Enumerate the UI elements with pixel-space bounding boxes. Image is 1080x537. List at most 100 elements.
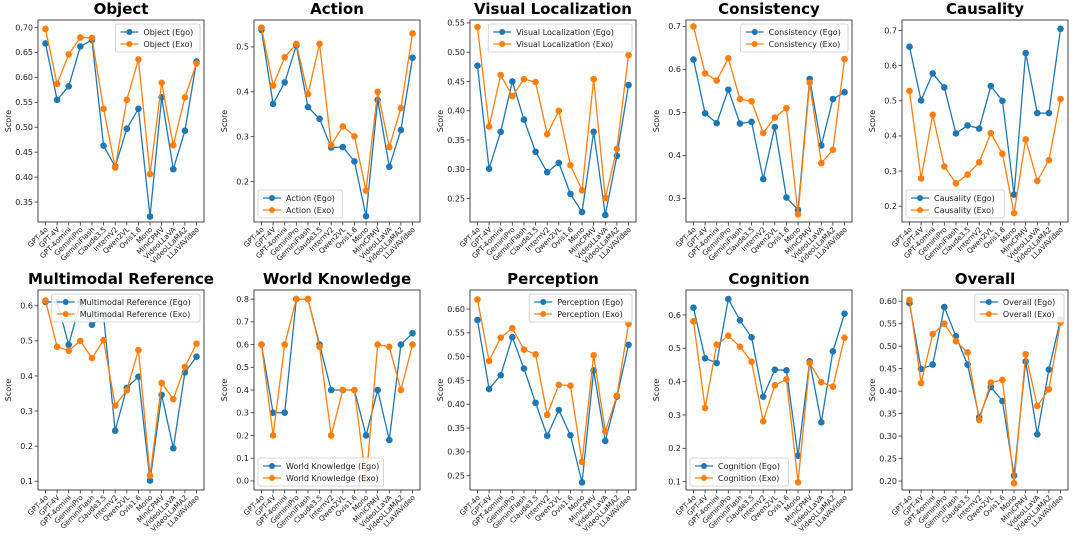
data-point-ego <box>65 83 73 90</box>
data-point-ego <box>690 304 697 311</box>
data-point-exo <box>736 95 744 103</box>
data-point-exo <box>327 432 335 439</box>
y-tick-label: 0.45 <box>879 364 897 373</box>
data-point-exo <box>999 150 1006 158</box>
y-tick-label: 0.5 <box>236 363 249 372</box>
subplot-title: Perception <box>507 270 599 288</box>
axes-frame <box>37 19 205 223</box>
axes-frame <box>469 19 637 223</box>
data-point-ego <box>397 341 405 348</box>
data-point-ego <box>701 109 709 117</box>
subplot-consistency: ConsistencyScore0.30.40.50.60.7GPT-4oGPT… <box>652 0 853 266</box>
series-line-ego <box>692 59 845 212</box>
legend-label: Causality (Exo) <box>934 206 994 215</box>
series-line-ego <box>260 29 414 217</box>
series-line-exo <box>908 90 1062 214</box>
data-point-exo <box>532 78 539 86</box>
data-point-exo <box>497 334 505 341</box>
y-tick-label: 0.25 <box>879 454 897 463</box>
data-point-exo <box>258 341 265 348</box>
data-point-exo <box>362 187 370 194</box>
legend-box <box>257 189 343 219</box>
y-tick-label: 0.3 <box>668 194 681 203</box>
legend-label: Action (Ego) <box>286 194 335 203</box>
data-point-ego <box>941 303 948 311</box>
data-point-exo <box>817 159 825 167</box>
data-point-ego <box>975 125 983 132</box>
data-point-exo <box>474 23 481 31</box>
subplot-title: Multimodal Reference <box>28 270 214 288</box>
data-point-exo <box>339 386 347 394</box>
data-point-exo <box>65 51 73 58</box>
data-point-exo <box>123 387 131 394</box>
data-point-ego <box>1045 109 1053 117</box>
data-point-exo <box>1010 479 1018 487</box>
data-point-exo <box>543 130 551 138</box>
data-point-ego <box>736 317 744 324</box>
legend-box <box>257 457 384 487</box>
data-point-ego <box>543 432 551 440</box>
data-point-exo <box>613 145 621 153</box>
data-point-ego <box>578 479 586 486</box>
data-point-exo <box>304 295 312 303</box>
y-tick-label: 0.5 <box>668 344 681 353</box>
y-tick-label: 0.6 <box>20 302 33 311</box>
series-line-ego <box>908 302 1062 476</box>
subplot-title: Cognition <box>728 270 809 288</box>
y-tick-label: 0.4 <box>884 132 897 141</box>
data-point-exo <box>351 132 358 140</box>
y-tick-label: 0.5 <box>668 108 681 117</box>
axes-frame <box>685 289 853 491</box>
legend: Overall (Ego) Overall (Exo) <box>974 293 1065 323</box>
data-point-exo <box>941 163 948 170</box>
data-point-ego <box>520 116 528 123</box>
legend-label: Object (Exo) <box>143 40 192 49</box>
y-tick-label: 0.4 <box>668 377 681 386</box>
data-point-exo <box>146 472 154 479</box>
legend-marker-ego <box>62 299 69 305</box>
data-point-exo <box>590 75 597 83</box>
legend-label: Consistency (Exo) <box>769 40 841 49</box>
data-point-exo <box>1022 350 1029 358</box>
legend-marker-exo <box>751 41 758 47</box>
legend-marker-exo <box>499 41 506 47</box>
data-point-ego <box>929 361 937 368</box>
data-point-exo <box>613 392 621 400</box>
data-point-ego <box>601 211 609 219</box>
data-point-ego <box>532 399 539 407</box>
data-point-ego <box>748 118 755 126</box>
y-tick-label: 0.4 <box>20 372 33 381</box>
y-tick-label: 0.3 <box>236 133 249 142</box>
y-tick-label: 0.50 <box>447 352 465 361</box>
axes-frame <box>253 19 421 223</box>
legend: Multimodal Reference (Ego) Multimodal Ref… <box>51 293 201 323</box>
data-point-ego <box>841 310 848 317</box>
y-tick-label: 0.30 <box>447 165 465 174</box>
y-tick-label: 0.2 <box>236 431 249 440</box>
data-point-exo <box>316 40 323 48</box>
data-point-exo <box>53 80 61 88</box>
y-tick-label: 0.3 <box>668 411 681 420</box>
data-point-ego <box>929 70 937 77</box>
data-point-ego <box>485 165 493 173</box>
y-tick-label: 0.35 <box>447 424 465 433</box>
data-point-exo <box>964 171 971 178</box>
subplot-cognition: CognitionScore0.10.20.30.40.50.6GPT-4oGP… <box>652 270 853 534</box>
series-line-ego <box>44 38 198 217</box>
y-tick-label: 0.6 <box>668 311 681 320</box>
data-point-exo <box>806 79 813 87</box>
data-point-exo <box>474 296 481 303</box>
legend-marker-ego <box>126 29 133 35</box>
subplot-world-knowledge: World Knowledge Score 0.0 0.1 0.2 0.3 0.4 0.5 0.… <box>220 270 421 534</box>
data-point-ego <box>362 212 370 220</box>
y-tick-label: 0.4 <box>236 386 249 395</box>
legend-label: Perception (Exo) <box>557 310 623 319</box>
data-point-ego <box>65 341 73 349</box>
legend-label: Object (Ego) <box>143 28 193 37</box>
data-point-exo <box>269 432 277 439</box>
data-point-ego <box>725 86 732 93</box>
y-tick-label: 0.40 <box>15 173 33 182</box>
y-axis-label: Score <box>868 379 877 401</box>
data-point-exo <box>578 458 586 466</box>
